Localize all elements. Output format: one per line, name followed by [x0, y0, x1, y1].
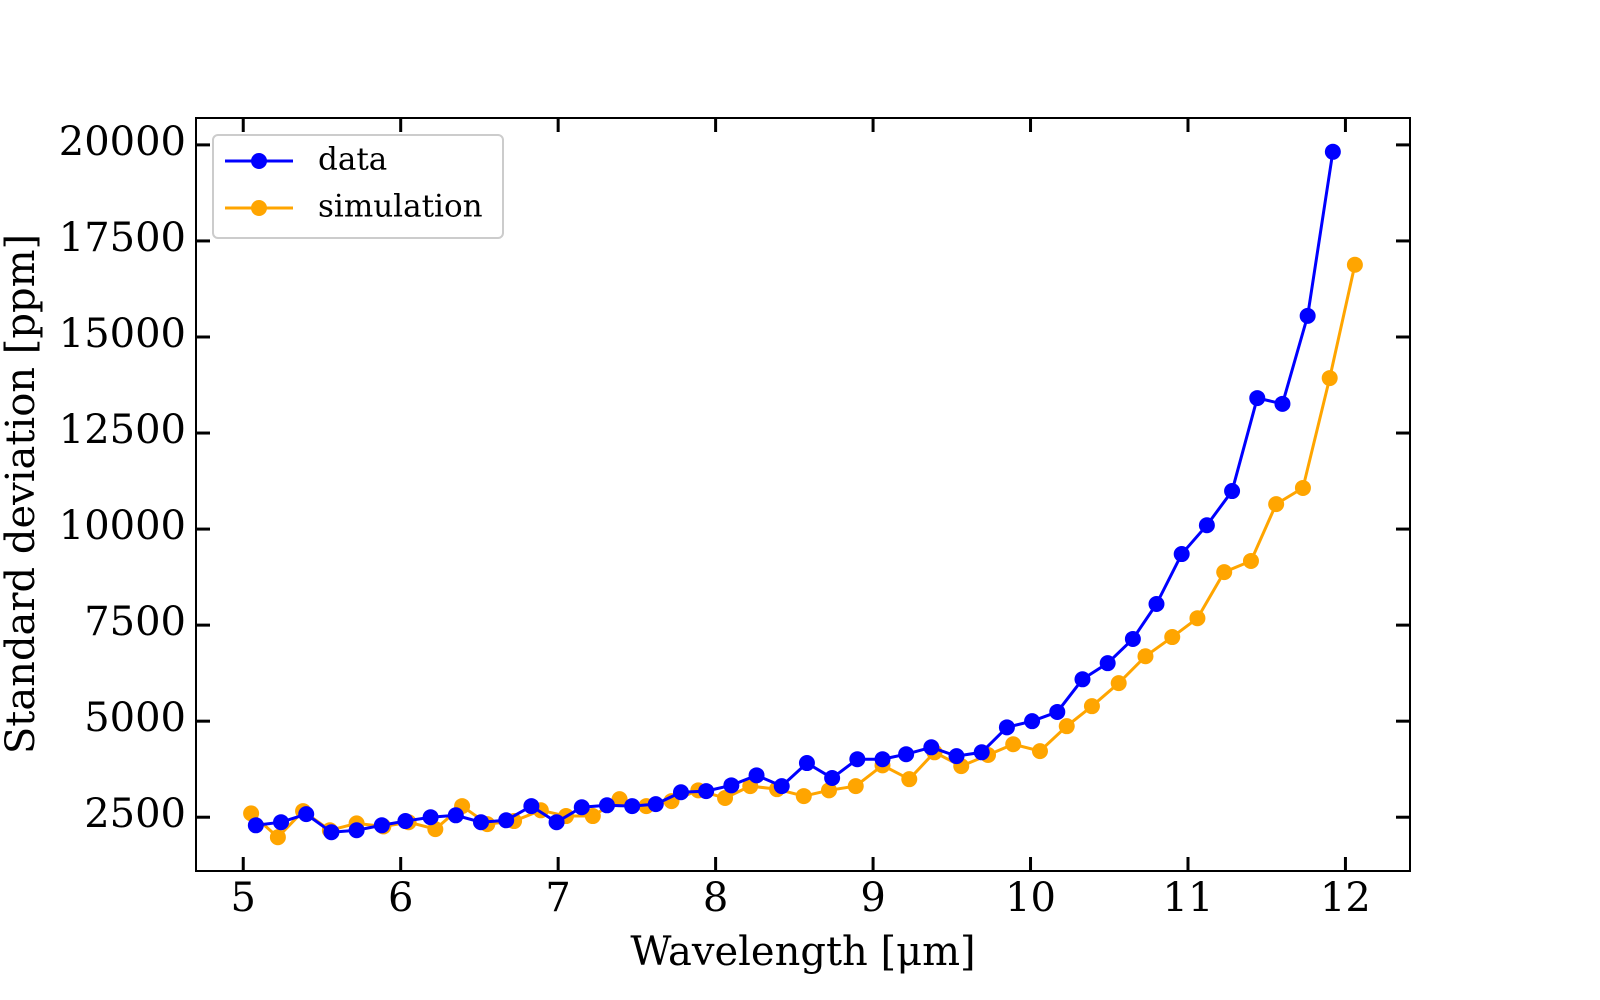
data-point [798, 755, 815, 772]
data-point [874, 751, 891, 768]
data-point [1216, 564, 1233, 581]
series [247, 143, 1341, 841]
data-point [584, 808, 601, 825]
data-point [348, 822, 365, 839]
data-point [923, 739, 940, 756]
data-point [795, 788, 812, 805]
data-point [998, 719, 1015, 736]
data-point [824, 770, 841, 787]
data-point [1242, 552, 1259, 569]
data-point [624, 798, 641, 815]
y-tick-label: 10000 [59, 503, 186, 549]
data-point [472, 814, 489, 831]
data-point [269, 829, 286, 846]
y-tick-label: 12500 [59, 407, 186, 453]
data-point [323, 824, 340, 841]
data-point [273, 814, 290, 831]
data-point [748, 767, 765, 784]
data-point [1083, 698, 1100, 715]
data-point [1268, 496, 1285, 513]
x-tick-label: 7 [545, 875, 570, 921]
data-point [611, 791, 628, 808]
x-tick-label: 8 [703, 875, 728, 921]
data-point [849, 751, 866, 768]
data-point [847, 778, 864, 795]
data-point [1346, 256, 1363, 273]
series-line [255, 151, 1335, 834]
data-point [447, 807, 464, 824]
series-line [250, 264, 1357, 840]
y-tick-label: 5000 [84, 695, 186, 741]
y-tick-label: 20000 [59, 119, 186, 165]
data-point [672, 784, 689, 801]
data-point [1110, 675, 1127, 692]
plot-frame [195, 117, 1411, 872]
data-point [548, 814, 565, 831]
y-tick-label: 7500 [84, 599, 186, 645]
data-point [1173, 546, 1190, 563]
y-tick-label: 17500 [59, 215, 186, 261]
data-point [1058, 718, 1075, 735]
data-point [1099, 655, 1116, 672]
data-point [598, 797, 615, 814]
data-point [1249, 390, 1266, 407]
x-axis-label: Wavelength [μm] [630, 929, 975, 975]
data-point [1198, 517, 1215, 534]
data-point [247, 817, 264, 834]
data-point [1321, 370, 1338, 387]
data-point [1124, 630, 1141, 647]
data-point [820, 782, 837, 799]
data-point [1024, 713, 1041, 730]
x-tick-label: 12 [1320, 875, 1371, 921]
x-tick-label: 5 [231, 875, 256, 921]
y-tick-label: 15000 [59, 311, 186, 357]
data-point [698, 783, 715, 800]
data-point [1148, 595, 1165, 612]
data-point [901, 771, 918, 788]
data-point [1137, 648, 1154, 665]
legend-marker [251, 200, 267, 216]
data-point [1031, 743, 1048, 760]
data-point [1049, 703, 1066, 720]
y-tick-label: 2500 [84, 791, 186, 837]
x-tick-label: 9 [860, 875, 885, 921]
data-point [573, 799, 590, 816]
legend-label: simulation [318, 189, 483, 225]
data-point [373, 817, 390, 834]
data-point [1274, 395, 1291, 412]
x-tick-label: 11 [1163, 875, 1214, 921]
data-point [1294, 479, 1311, 496]
data-point [973, 744, 990, 761]
data-point [898, 746, 915, 763]
data-point [1074, 671, 1091, 688]
data-point [1324, 143, 1341, 160]
data-point [1005, 736, 1022, 753]
legend-label: data [318, 142, 387, 178]
x-tick-label: 10 [1005, 875, 1056, 921]
x-tick-label: 6 [388, 875, 413, 921]
data-point [498, 812, 515, 829]
data-point [948, 748, 965, 765]
data-point [717, 790, 734, 807]
legend: data simulation [212, 134, 504, 239]
data-point [1224, 483, 1241, 500]
data-point [1189, 610, 1206, 627]
data-point [422, 809, 439, 826]
y-axis-label: Standard deviation [ppm] [0, 234, 44, 754]
data-point [1299, 307, 1316, 324]
data-point [1164, 629, 1181, 646]
data-point [397, 813, 414, 830]
data-point [298, 806, 315, 823]
data-point [647, 796, 664, 813]
legend-marker [251, 153, 267, 169]
data-point [723, 777, 740, 794]
data-point [773, 778, 790, 795]
data-point [523, 798, 540, 815]
